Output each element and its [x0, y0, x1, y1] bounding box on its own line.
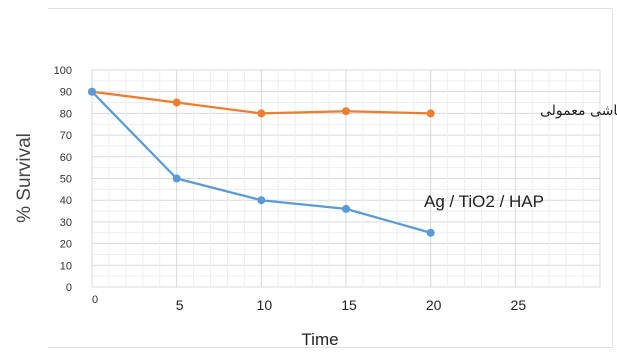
y-tick-label: 60 — [60, 152, 72, 164]
series-labels: کاشی معمولی Ag / TiO2 / HAP — [424, 103, 617, 211]
y-axis-title: % Survival — [14, 133, 35, 223]
series-label-ag-tio2-hap: Ag / TiO2 / HAP — [424, 192, 544, 211]
x-tick-label: 5 — [176, 297, 184, 313]
y-tick-label: 70 — [60, 130, 72, 142]
x-tick-label: 25 — [511, 297, 527, 313]
data-point — [88, 87, 96, 96]
y-tick-label: 100 — [54, 65, 72, 77]
series-label-regular-tile: کاشی معمولی — [540, 103, 617, 119]
y-tick-label: 50 — [60, 174, 72, 186]
x-axis-title: Time — [301, 330, 338, 349]
y-tick-label: 10 — [60, 260, 72, 272]
y-tick-label: 30 — [60, 217, 72, 229]
data-point — [257, 196, 266, 205]
x-tick-label: 20 — [426, 297, 442, 313]
chart-border — [48, 8, 613, 348]
data-point — [257, 109, 266, 118]
data-point — [172, 174, 181, 183]
y-tick-label: 90 — [60, 87, 72, 99]
data-point — [172, 98, 181, 107]
x-tick-labels: 0 5 10 15 20 25 — [92, 294, 526, 313]
x-tick-label: 15 — [341, 297, 357, 313]
x-tick-label: 0 — [92, 294, 98, 306]
y-tick-label: 40 — [60, 195, 72, 207]
data-point — [342, 107, 350, 116]
data-point — [426, 109, 435, 118]
y-tick-label: 80 — [60, 108, 72, 120]
data-point — [342, 204, 350, 213]
data-point — [426, 228, 435, 237]
x-tick-label: 10 — [257, 297, 273, 313]
y-tick-labels: 0 10 20 30 40 50 60 70 80 90 100 — [54, 65, 72, 294]
y-tick-label: 20 — [60, 239, 72, 251]
y-tick-label: 0 — [66, 282, 72, 294]
series-group — [88, 87, 435, 237]
